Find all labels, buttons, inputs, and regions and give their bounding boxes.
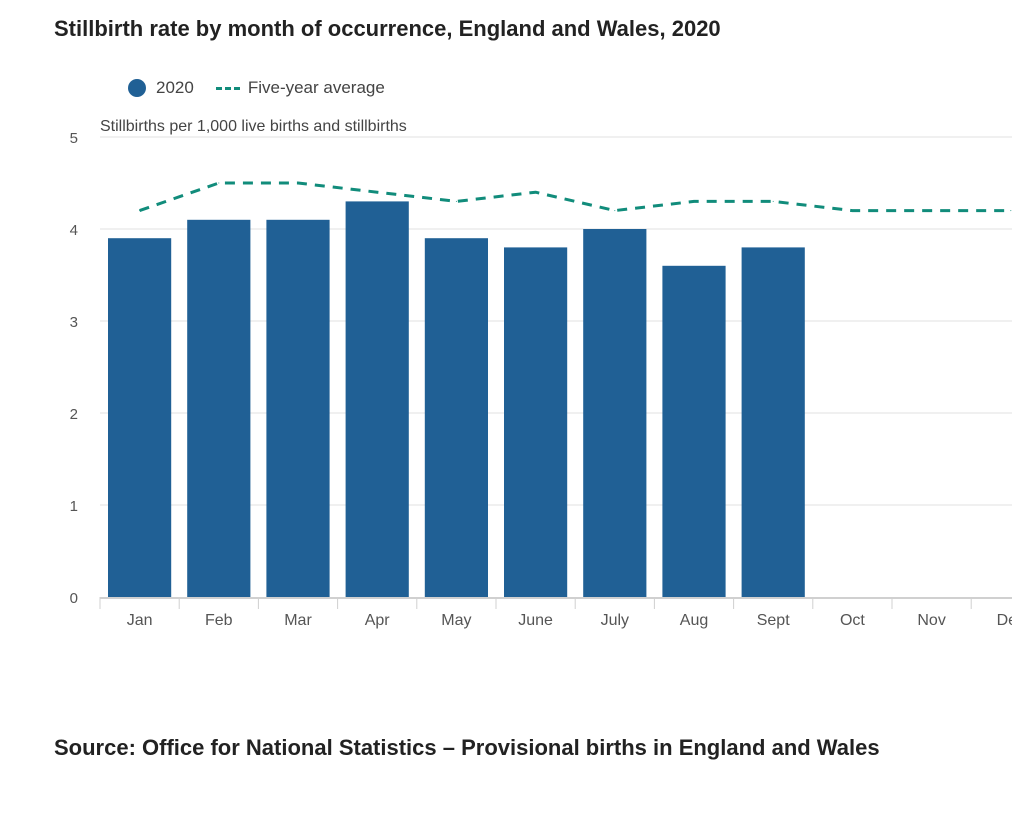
chart-legend: 2020 Five-year average <box>128 76 385 100</box>
legend-item-five-year-average: Five-year average <box>194 78 385 98</box>
bar-2020-mar <box>266 219 330 598</box>
x-tick-label: Aug <box>680 612 708 629</box>
y-tick-label: 2 <box>70 406 78 423</box>
x-tick-label: Oct <box>840 612 865 629</box>
x-tick-label: Apr <box>365 612 391 629</box>
five-year-average-point-apr <box>376 191 378 193</box>
legend-dot-icon <box>128 79 146 97</box>
source-note: Source: Office for National Statistics –… <box>54 735 880 760</box>
x-tick-label: May <box>441 612 471 629</box>
five-year-average-point-sept <box>772 200 774 202</box>
y-tick-label: 5 <box>70 130 78 147</box>
five-year-average-point-aug <box>693 200 695 202</box>
bar-2020-sept <box>741 247 805 597</box>
legend-dash-icon <box>215 86 240 90</box>
x-tick-label: Feb <box>205 612 233 629</box>
five-year-average-point-june <box>535 191 537 193</box>
x-tick-label: Mar <box>284 612 312 629</box>
x-tick-label: Dec <box>997 612 1012 629</box>
bar-2020-may <box>424 238 488 597</box>
bar-2020-apr <box>345 201 409 597</box>
x-tick-label: Jan <box>127 612 153 629</box>
x-tick-label: July <box>601 612 629 629</box>
bar-2020-july <box>583 229 647 597</box>
five-year-average-line <box>139 181 1011 213</box>
x-tick-label: June <box>518 612 553 629</box>
legend-item-2020: 2020 <box>128 78 194 98</box>
y-axis-label: Stillbirths per 1,000 live births and st… <box>100 118 407 135</box>
y-tick-label: 4 <box>70 222 78 239</box>
bar-2020-jan <box>108 238 172 597</box>
y-tick-label: 1 <box>70 498 78 515</box>
five-year-average-point-may <box>455 200 457 202</box>
chart-title: Stillbirth rate by month of occurrence, … <box>54 16 721 41</box>
chart-plot-area: 0 1 2 3 4 5 Stillbirths per 1,000 live births … <box>70 118 1012 629</box>
y-tick-label: 0 <box>70 590 78 607</box>
five-year-average-point-nov <box>931 210 933 212</box>
five-year-average-point-oct <box>851 210 853 212</box>
x-tick-label: Sept <box>757 612 790 629</box>
five-year-average-point-july <box>614 210 616 212</box>
five-year-average-point-jan <box>139 210 141 212</box>
x-tick-label: Nov <box>917 612 945 629</box>
y-tick-label: 3 <box>70 314 78 331</box>
bar-2020-june <box>504 247 568 597</box>
bar-2020-aug <box>662 265 726 597</box>
legend-label-2020: 2020 <box>156 78 194 97</box>
bar-2020-feb <box>187 219 251 598</box>
five-year-average-point-dec <box>1010 210 1012 212</box>
five-year-average-point-mar <box>297 182 299 184</box>
five-year-average-point-feb <box>218 182 220 184</box>
legend-label-five-year-average: Five-year average <box>247 78 385 97</box>
